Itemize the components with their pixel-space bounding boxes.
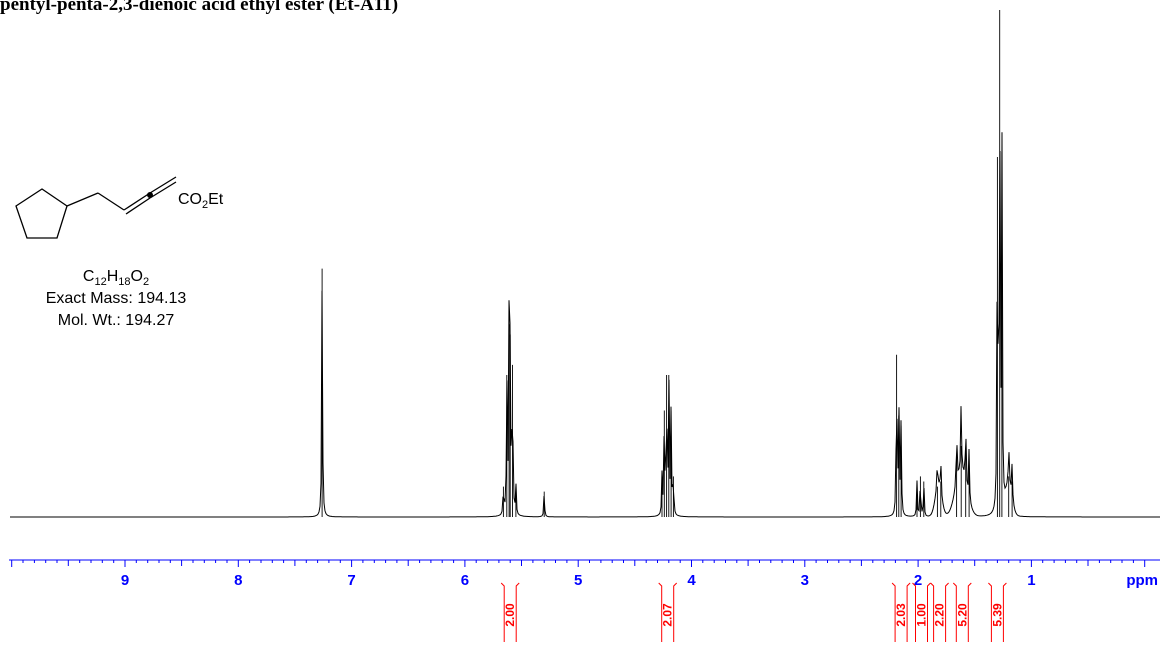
- x-tick-label: 5: [574, 572, 582, 589]
- allene-center-dot: [147, 192, 153, 198]
- double-bond-1a: [123, 192, 151, 211]
- bond-ch2-ch: [97, 192, 125, 211]
- x-tick-label: 2: [914, 572, 922, 589]
- x-tick-label: 3: [801, 572, 809, 589]
- integral-2: 2.03: [891, 582, 911, 642]
- peaks: [321, 10, 1013, 517]
- double-bond-1b: [125, 197, 151, 215]
- x-axis: 9 8 7 6 5 4 3 2 1 ppm: [9, 559, 1160, 589]
- double-bond-2a: [149, 176, 177, 194]
- ester-label: CO2Et: [178, 191, 224, 211]
- integral-label: 2.07: [661, 603, 675, 627]
- integral-label: 5.20: [955, 603, 969, 627]
- bond-ring-ch2: [66, 192, 99, 207]
- integral-label: 1.00: [915, 603, 929, 627]
- x-tick-label: 8: [234, 572, 242, 589]
- integral-4: 2.20: [930, 582, 949, 642]
- exact-mass: Exact Mass: 194.13: [46, 290, 187, 307]
- integral-6: 5.39: [988, 582, 1007, 642]
- integral-label: 2.00: [503, 603, 517, 627]
- x-tick-label: 4: [687, 572, 696, 589]
- integral-5: 5.20: [952, 582, 972, 642]
- integral-label: 5.39: [990, 603, 1004, 627]
- integral-1: 2.07: [658, 582, 678, 642]
- double-bond-2b: [149, 181, 177, 199]
- chart-title: pentyl-penta-2,3-dienoic acid ethyl este…: [0, 0, 399, 15]
- spectrum-trace: [10, 132, 1160, 518]
- integral-3: 1.00: [912, 582, 931, 642]
- cyclopentyl-ring: [15, 188, 68, 239]
- integral-label: 2.20: [933, 603, 947, 627]
- integrals: 2.00 2.07 2.03 1.00 2.20 5.20 5.39: [500, 582, 1007, 642]
- molecule-structure: [15, 176, 177, 239]
- x-tick-label: 1: [1027, 572, 1035, 589]
- integral-0: 2.00: [500, 582, 520, 642]
- mol-wt: Mol. Wt.: 194.27: [58, 312, 175, 329]
- molecular-formula: C12H18O2: [83, 268, 149, 288]
- x-tick-label: 7: [347, 572, 355, 589]
- integral-label: 2.03: [894, 603, 908, 627]
- x-axis-unit-label: ppm: [1126, 572, 1158, 589]
- x-tick-label: 9: [121, 572, 129, 589]
- x-tick-label: 6: [461, 572, 469, 589]
